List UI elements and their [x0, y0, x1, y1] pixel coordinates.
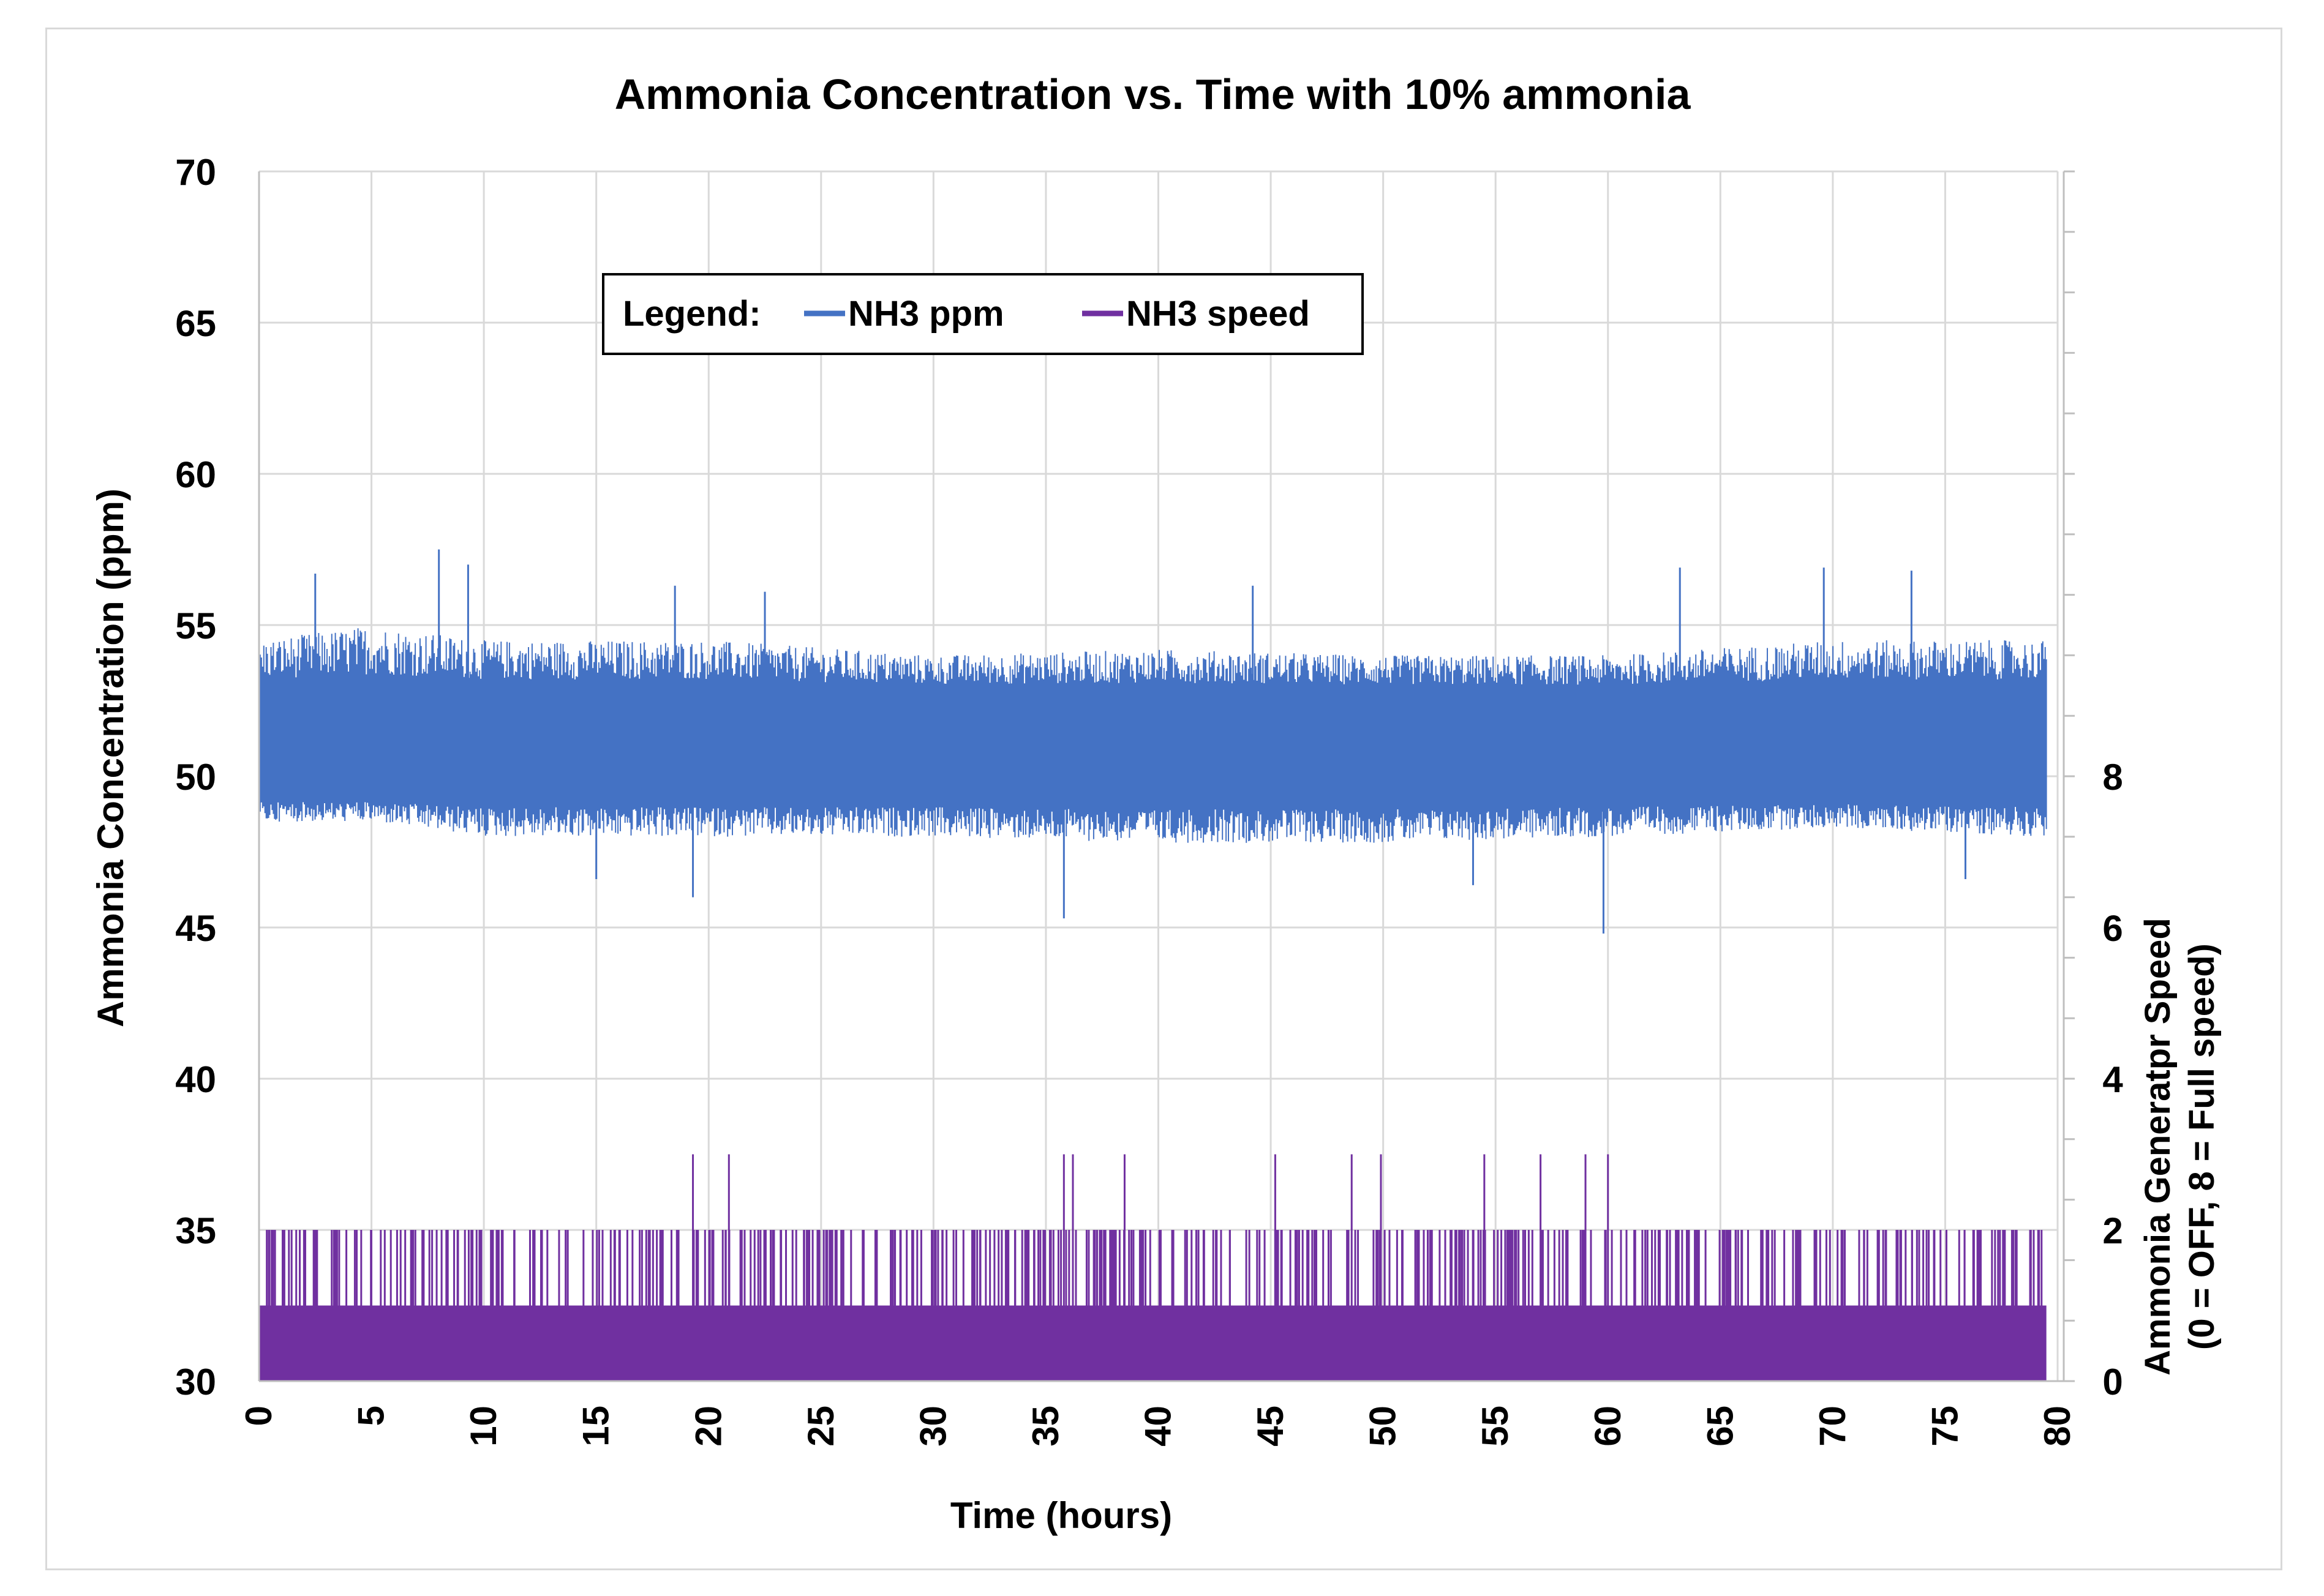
y-tick-label: 40 [175, 1059, 216, 1100]
chart-frame: 30 35 40 45 50 55 60 65 70 0 2 4 6 8 0 5 10 15 20 25 30 35 40 4… [45, 28, 2282, 1570]
x-tick-label: 20 [688, 1406, 729, 1447]
x-tick-label: 80 [2037, 1406, 2078, 1447]
y-tick-label: 45 [175, 908, 216, 949]
x-tick-label: 75 [1924, 1406, 1965, 1447]
speed-series [259, 1154, 2047, 1381]
legend-label-ppm: NH3 ppm [848, 294, 1004, 334]
y2-tick-label: 8 [2102, 757, 2123, 798]
x-axis-title: Time (hours) [950, 1495, 1172, 1536]
x-tick-label: 60 [1587, 1406, 1628, 1447]
x-tick-label: 65 [1699, 1406, 1740, 1447]
y2-tick-label: 0 [2102, 1362, 2123, 1403]
y-axis-title: Ammonia Concentration (ppm) [90, 489, 131, 1027]
legend-label-speed: NH3 speed [1126, 294, 1310, 334]
y-tick-label: 50 [175, 757, 216, 798]
legend-box [602, 273, 1364, 355]
axes [258, 170, 2075, 1382]
ppm-noise-trace [258, 628, 2047, 843]
y-tick-label: 30 [175, 1362, 216, 1403]
y2-tick-label: 6 [2102, 908, 2123, 949]
x-tick-label: 5 [351, 1406, 392, 1426]
x-tick-label: 45 [1250, 1406, 1291, 1447]
ppm-series [258, 549, 2047, 934]
x-tick-label: 30 [912, 1406, 953, 1447]
x-tick-label: 70 [1812, 1406, 1853, 1447]
speed-base-block [259, 1305, 2047, 1381]
legend: Legend: NH3 ppm NH3 speed [602, 273, 1364, 355]
x-tick-label: 55 [1475, 1406, 1516, 1447]
y-tick-label: 65 [175, 303, 216, 344]
y2-axis-title-line2: (0 = OFF, 8 = Full speed) [2182, 943, 2222, 1350]
y2-axis-title-line1: Ammonia Generatpr Speed [2138, 918, 2178, 1376]
x-tick-label: 15 [576, 1406, 617, 1447]
x-tick-label: 25 [800, 1406, 841, 1447]
x-tick-label: 0 [238, 1406, 279, 1426]
y-tick-label: 70 [175, 152, 216, 193]
x-tick-label: 10 [463, 1406, 504, 1447]
legend-title: Legend: [623, 294, 761, 334]
y-tick-label: 60 [175, 454, 216, 495]
x-tick-label: 40 [1138, 1406, 1179, 1447]
y-tick-label: 35 [175, 1210, 216, 1251]
x-tick-label: 35 [1025, 1406, 1066, 1447]
x-tick-label: 50 [1363, 1406, 1404, 1447]
y-tick-label: 55 [175, 605, 216, 646]
y2-tick-label: 4 [2102, 1059, 2123, 1100]
y2-tick-label: 2 [2102, 1210, 2123, 1251]
chart-title: Ammonia Concentration vs. Time with 10% … [615, 70, 1691, 118]
